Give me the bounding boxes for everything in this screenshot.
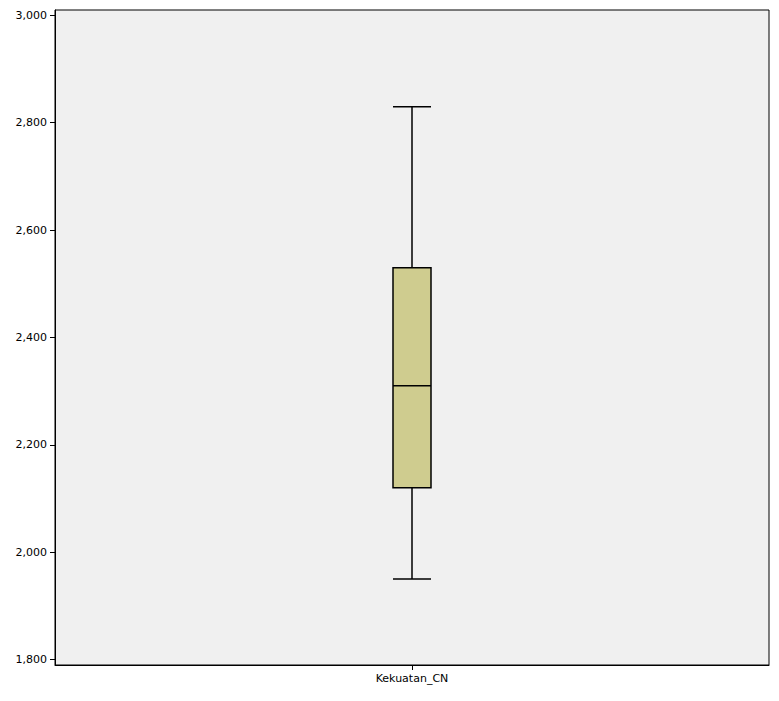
svg-text:2,800: 2,800	[16, 116, 48, 129]
svg-text:1,800: 1,800	[16, 653, 48, 666]
svg-text:2,600: 2,600	[16, 224, 48, 237]
svg-text:3,000: 3,000	[16, 9, 48, 22]
svg-text:2,400: 2,400	[16, 331, 48, 344]
svg-text:Kekuatan_CN: Kekuatan_CN	[376, 672, 449, 685]
svg-text:2,200: 2,200	[16, 438, 48, 451]
svg-text:2,000: 2,000	[16, 546, 48, 559]
